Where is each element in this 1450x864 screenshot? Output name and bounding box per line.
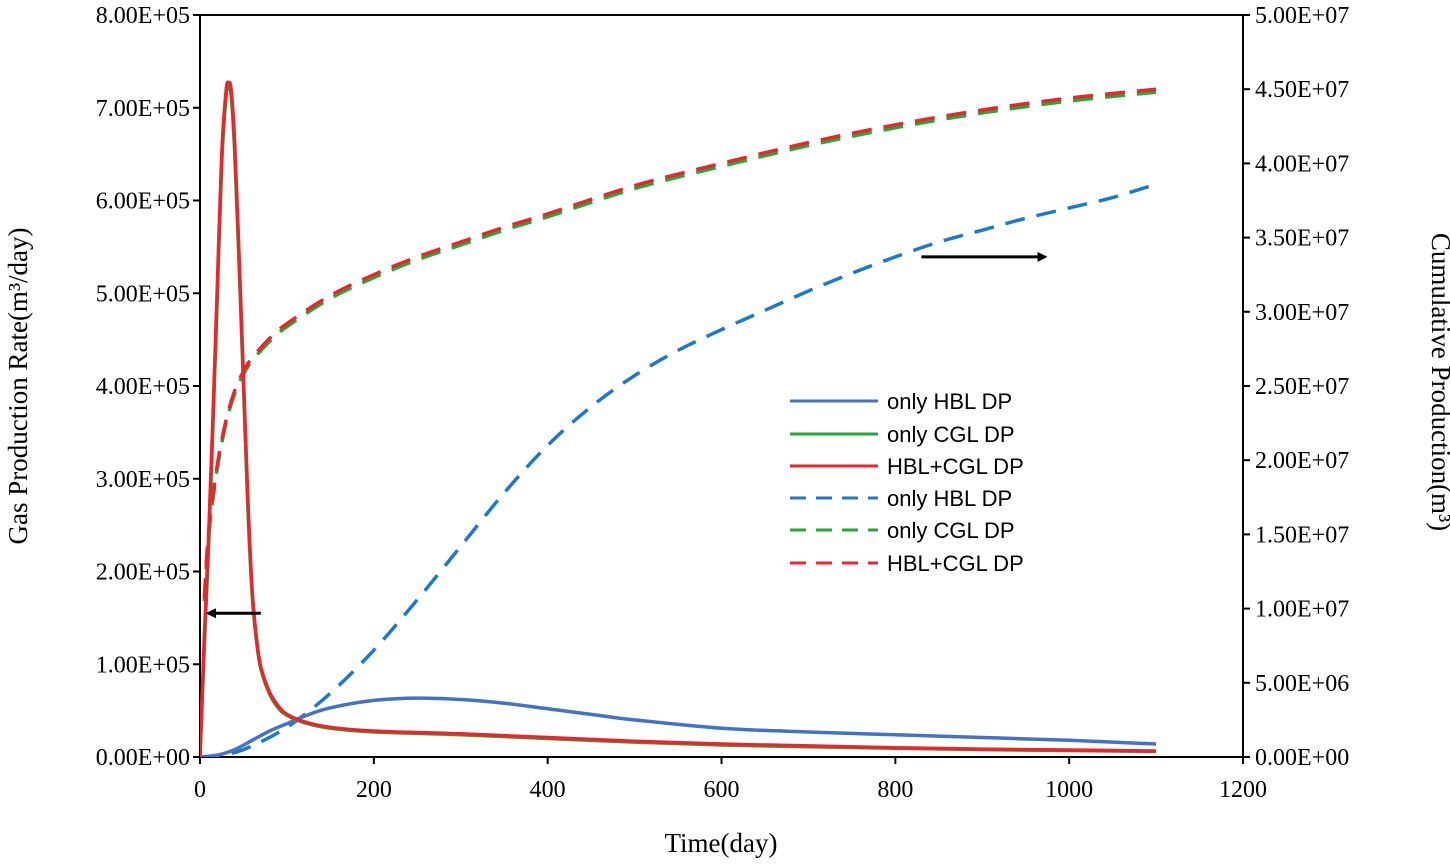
y-left-tick-label-7: 7.00E+05 [96, 96, 190, 122]
y-left-tick-label-2: 2.00E+05 [96, 560, 190, 586]
y-right-tick-label-2: 1.00E+07 [1255, 597, 1349, 623]
series-line-hbl-cgl-dp-dashed [202, 87, 1157, 599]
y-left-tick-label-0: 0.00E+00 [96, 745, 190, 771]
y-right-axis-title: Cumulative Production(m³) [1426, 233, 1450, 531]
legend-label-hbl-cgl-dashed: HBL+CGL DP [887, 551, 1024, 576]
series-layer [200, 80, 1157, 757]
x-tick-label-800: 800 [877, 777, 913, 803]
y-left-tick-label-8: 8.00E+05 [96, 3, 190, 29]
y-right-tick-label-9: 4.50E+07 [1255, 77, 1349, 103]
y-right-tick-label-6: 3.00E+07 [1255, 300, 1349, 326]
legend-label-only-cgl-solid: only CGL DP [887, 422, 1015, 447]
y-right-tick-label-10: 5.00E+07 [1255, 3, 1349, 29]
legend-label-only-cgl-dashed: only CGL DP [887, 518, 1015, 543]
y-left-tick-label-5: 5.00E+05 [96, 281, 190, 307]
y-right-tick-label-8: 4.00E+07 [1255, 151, 1349, 177]
plot-area-frame [199, 14, 1244, 758]
legend-label-only-hbl-solid: only HBL DP [887, 389, 1012, 414]
x-tick-label-400: 400 [530, 777, 566, 803]
y-right-tick-label-4: 2.00E+07 [1255, 448, 1349, 474]
x-axis-title: Time(day) [665, 828, 778, 858]
legend-label-hbl-cgl-solid: HBL+CGL DP [887, 454, 1024, 479]
y-left-axis-title: Gas Production Rate(m³/day) [3, 227, 33, 544]
y-right-tick-label-7: 3.50E+07 [1255, 226, 1349, 252]
y-left-tick-label-3: 3.00E+05 [96, 467, 190, 493]
x-tick-label-0: 0 [194, 777, 206, 803]
y-left-tick-label-1: 1.00E+05 [96, 652, 190, 678]
x-tick-label-1200: 1200 [1219, 777, 1267, 803]
series-line-only-hbl-dp-solid [200, 696, 1157, 757]
y-right-tick-label-1: 5.00E+06 [1255, 671, 1349, 697]
x-tick-label-1000: 1000 [1045, 777, 1093, 803]
y-right-axis-ticks: 0.00E+00 5.00E+06 1.00E+07 1.50E+07 2.00E+07… [1243, 3, 1349, 771]
arrow-layer [206, 251, 1048, 619]
y-left-axis-ticks: 0.00E+00 1.00E+05 2.00E+05 3.00E+05 4.00E+05… [96, 3, 200, 771]
x-axis-ticks: 0 200 400 600 800 1000 1200 [194, 757, 1267, 803]
y-left-tick-label-6: 6.00E+05 [96, 189, 190, 215]
legend-label-only-hbl-dashed: only HBL DP [887, 486, 1012, 511]
legend: only HBL DP only CGL DP HBL+CGL DP only … [790, 389, 1024, 576]
y-right-tick-label-5: 2.50E+07 [1255, 374, 1349, 400]
series-line-hbl-cgl-dp-solid [200, 80, 1157, 757]
y-right-tick-label-0: 0.00E+00 [1255, 745, 1349, 771]
y-right-tick-label-3: 1.50E+07 [1255, 522, 1349, 548]
y-left-tick-label-4: 4.00E+05 [96, 374, 190, 400]
series-line-only-hbl-dp-dashed [200, 182, 1157, 757]
x-tick-label-600: 600 [704, 777, 740, 803]
x-tick-label-200: 200 [356, 777, 392, 803]
